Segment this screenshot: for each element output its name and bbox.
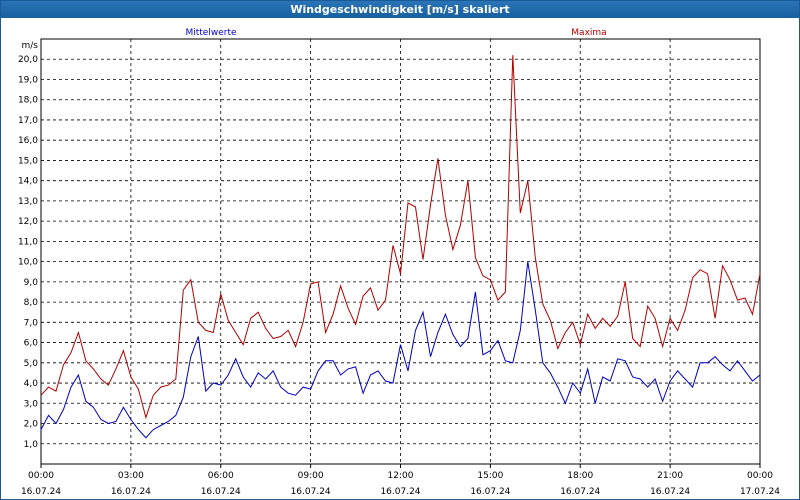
y-tick-label: 1,0 <box>24 440 39 450</box>
y-tick-label: 6,0 <box>24 339 39 349</box>
y-tick-label: 2,0 <box>24 420 39 430</box>
chart-title-bar: Windgeschwindigkeit [m/s] skaliert <box>1 1 799 18</box>
x-tick-date-label: 16.07.24 <box>21 487 61 497</box>
grid <box>41 39 760 464</box>
maxima-line <box>40 55 761 420</box>
y-tick-label: 3,0 <box>24 399 39 409</box>
y-tick-label: 17,0 <box>18 116 38 126</box>
y-tick-label: 5,0 <box>24 359 39 369</box>
y-tick-label: 9,0 <box>24 278 39 288</box>
y-tick-label: 11,0 <box>18 237 38 247</box>
y-tick-label: 19,0 <box>18 75 38 85</box>
x-tick-date-label: 16.07.24 <box>560 487 600 497</box>
y-tick-label: 7,0 <box>24 318 39 328</box>
series-lines <box>40 55 761 439</box>
y-tick-label: 13,0 <box>18 197 38 207</box>
y-tick-label: 18,0 <box>18 96 38 106</box>
x-tick-date-label: 16.07.24 <box>470 487 510 497</box>
x-tick-date-label: 16.07.24 <box>201 487 241 497</box>
x-tick-time-label: 00:00 <box>747 471 773 481</box>
y-tick-label: 15,0 <box>18 156 38 166</box>
x-tick-time-label: 09:00 <box>298 471 324 481</box>
legend-mittelwerte: Mittelwerte <box>185 28 236 38</box>
x-tick-date-label: 17.07.24 <box>740 487 780 497</box>
x-tick-time-label: 06:00 <box>208 471 234 481</box>
x-tick-time-label: 18:00 <box>567 471 593 481</box>
y-tick-label: 12,0 <box>18 217 38 227</box>
x-tick-time-label: 21:00 <box>657 471 683 481</box>
y-tick-label: 20,0 <box>18 55 38 65</box>
y-tick-label: 16,0 <box>18 136 38 146</box>
y-tick-label: 10,0 <box>18 258 38 268</box>
x-tick-date-label: 16.07.24 <box>291 487 331 497</box>
axes: 1,0 2,0 3,0 4,0 5,0 6,0 7,0 8,0 9,0 10,0 11,0 12,0 1… <box>18 38 780 497</box>
x-tick-time-label: 12:00 <box>388 471 414 481</box>
y-tick-label: 8,0 <box>24 298 39 308</box>
x-tick-time-label: 03:00 <box>118 471 144 481</box>
x-tick-date-label: 16.07.24 <box>380 487 420 497</box>
y-tick-label: 14,0 <box>18 177 38 187</box>
legend-maxima: Maxima <box>571 28 606 38</box>
y-tick-label: 4,0 <box>24 379 39 389</box>
x-tick-date-label: 16.07.24 <box>111 487 151 497</box>
mittelwerte-line <box>40 261 761 439</box>
x-tick-date-label: 16.07.24 <box>650 487 690 497</box>
wind-speed-chart: 1,0 2,0 3,0 4,0 5,0 6,0 7,0 8,0 9,0 10,0 11,0 12,0 1… <box>18 28 780 497</box>
x-tick-time-label: 00:00 <box>28 471 54 481</box>
y-axis-unit-label: m/s <box>22 41 39 51</box>
x-tick-time-label: 15:00 <box>477 471 503 481</box>
